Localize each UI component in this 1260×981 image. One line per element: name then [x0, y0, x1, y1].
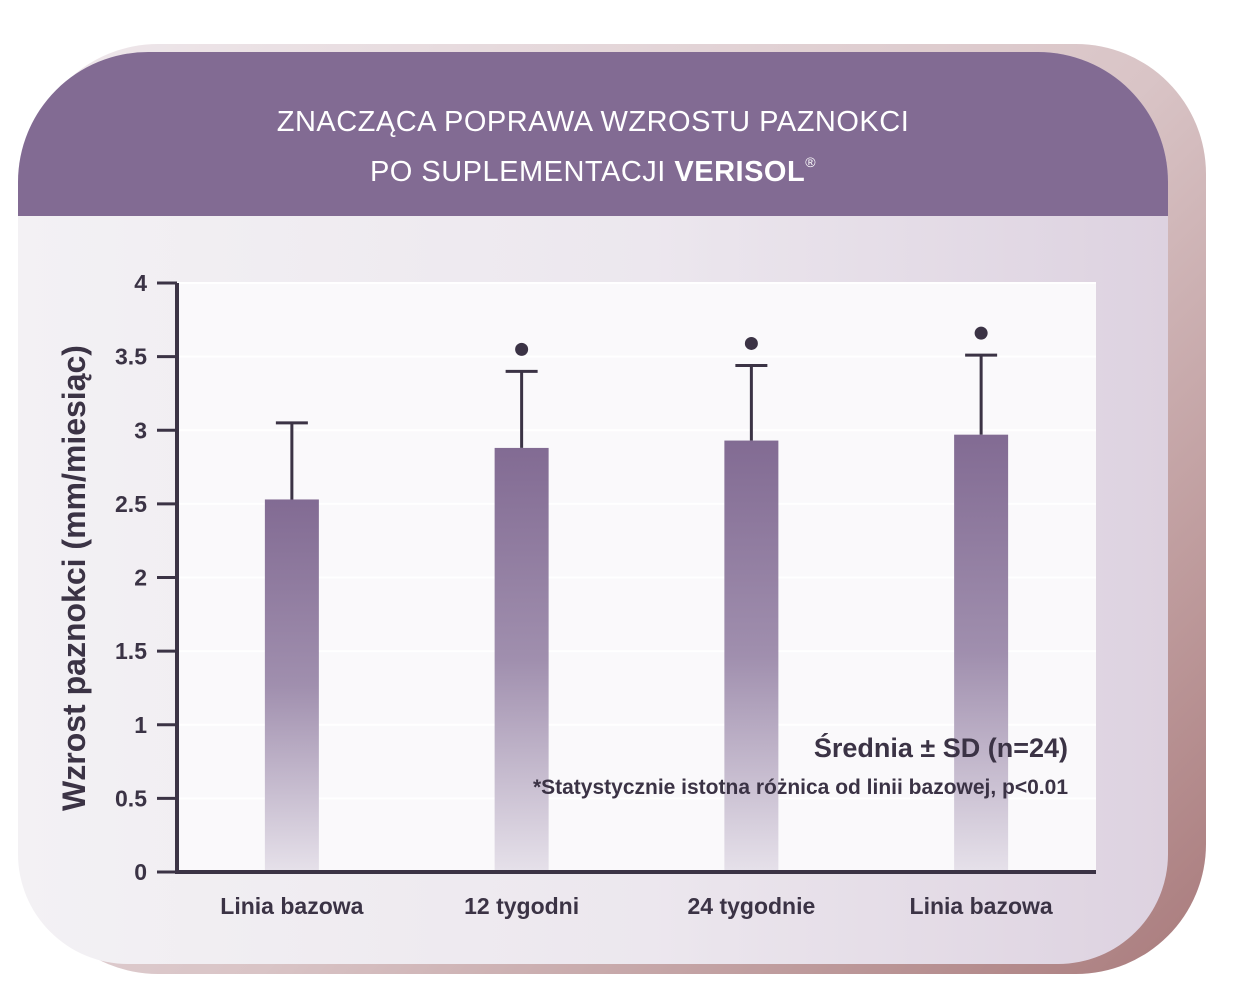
y-tick-label: 3.5: [115, 344, 147, 370]
tick-labels: 0 0.5 1 1.5 2 2.5 3 3.5 4 Linia bazowa 12 tygodni 2…: [115, 270, 1053, 919]
y-tick-label: 1: [134, 712, 147, 738]
significance-marker: [744, 336, 758, 350]
y-tick-label: 3: [134, 417, 147, 443]
chart-title: ZNACZĄCA POPRAWA WZROSTU PAZNOKCI PO SUP…: [18, 102, 1168, 192]
y-tick-label: 0.5: [115, 785, 147, 811]
x-category-label: Linia bazowa: [220, 893, 363, 919]
y-tick-label: 0: [134, 859, 147, 885]
y-tick-label: 2.5: [115, 491, 147, 517]
y-tick-label: 4: [134, 270, 147, 296]
x-category-label: Linia bazowa: [910, 893, 1053, 919]
legend-mean-sd: Średnia ± SD (n=24): [813, 733, 1068, 763]
x-category-label: 24 tygodnie: [687, 893, 815, 919]
legend-significance-note: *Statystycznie istotna różnica od linii …: [532, 776, 1068, 799]
brand-name: VERISOL: [674, 156, 806, 188]
x-category-label: 12 tygodni: [464, 893, 579, 919]
bar: [954, 434, 1009, 872]
title-line-2: PO SUPLEMENTACJI VERISOL®: [18, 142, 1168, 192]
y-axis-label: Wzrost paznokci (mm/miesiąc): [56, 345, 92, 811]
significance-marker: [515, 342, 529, 356]
bar: [264, 499, 319, 872]
bars: [264, 326, 1009, 872]
bar: [494, 447, 549, 872]
axes: [157, 281, 1096, 874]
title-line-2-prefix: PO SUPLEMENTACJI: [369, 156, 675, 188]
significance-marker: [974, 326, 988, 340]
bar: [724, 440, 779, 872]
gridlines: [177, 282, 1096, 800]
registered-mark: ®: [805, 154, 817, 170]
y-tick-label: 2: [134, 565, 147, 591]
title-banner: ZNACZĄCA POPRAWA WZROSTU PAZNOKCI PO SUP…: [18, 52, 1168, 216]
title-line-1: ZNACZĄCA POPRAWA WZROSTU PAZNOKCI: [276, 106, 910, 138]
y-tick-label: 1.5: [115, 638, 147, 664]
